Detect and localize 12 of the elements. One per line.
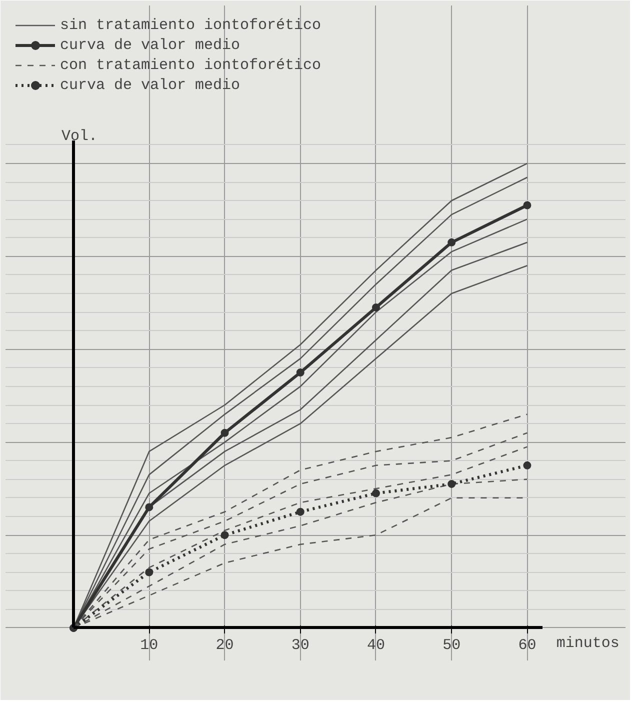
x-tick-label: 20 bbox=[216, 636, 234, 654]
legend-label: curva de valor medio bbox=[60, 36, 240, 54]
x-axis-title: minutos bbox=[556, 634, 620, 652]
legend-label: con tratamiento iontoforético bbox=[60, 56, 322, 74]
x-tick-label: 30 bbox=[291, 636, 310, 654]
x-tick-label: 50 bbox=[442, 636, 461, 654]
x-tick-label: 40 bbox=[366, 636, 385, 654]
legend-label: sin tratamiento iontoforético bbox=[60, 16, 322, 34]
x-tick-label: 60 bbox=[518, 636, 536, 654]
legend-label: curva de valor medio bbox=[60, 76, 240, 94]
y-axis-title: Vol. bbox=[62, 128, 98, 145]
x-tick-label: 10 bbox=[140, 636, 158, 654]
